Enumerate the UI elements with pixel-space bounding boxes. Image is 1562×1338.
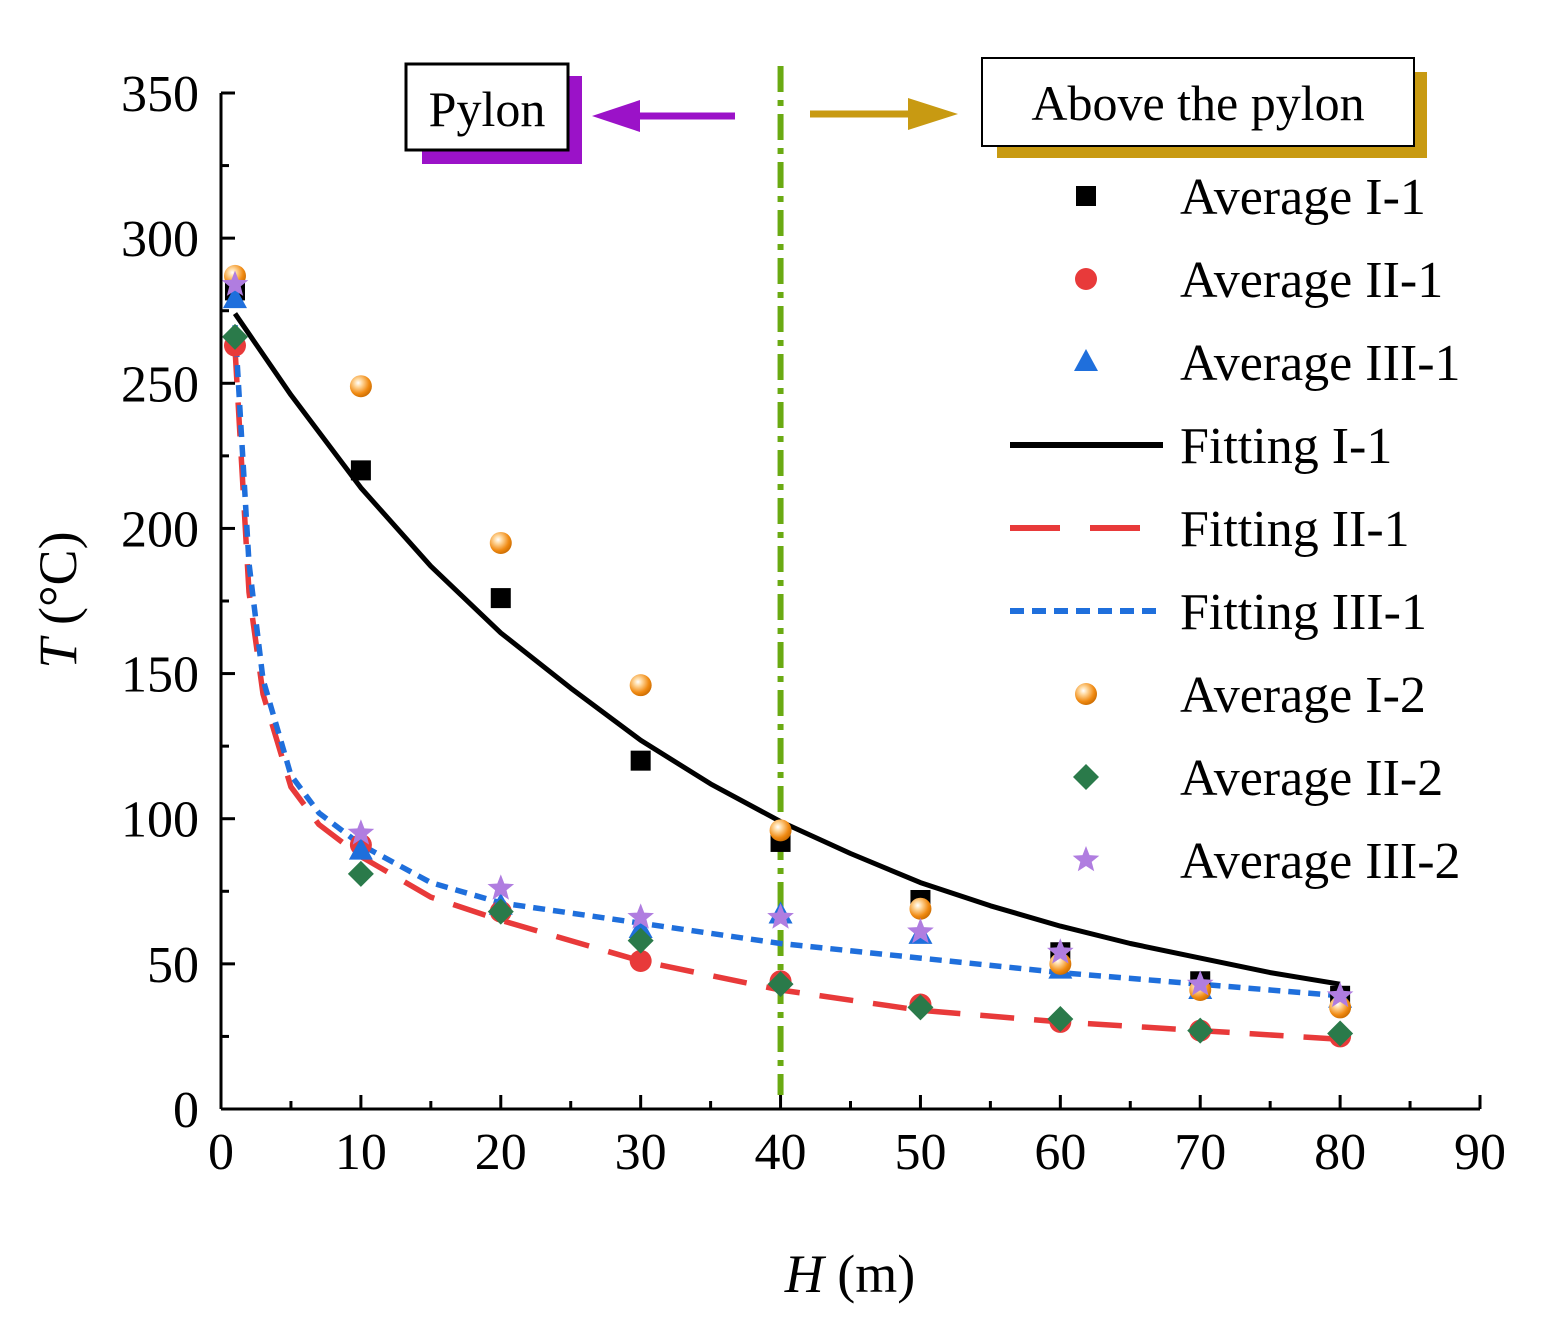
x-tick-label: 50 — [894, 1124, 946, 1181]
x-tick-label: 90 — [1454, 1124, 1506, 1181]
x-tick-label: 70 — [1174, 1124, 1226, 1181]
x-tick-label: 0 — [208, 1124, 234, 1181]
x-tick-label: 60 — [1034, 1124, 1086, 1181]
data-point-average-iii-2 — [1047, 938, 1074, 964]
data-point-average-i-2 — [489, 531, 512, 554]
series-line-fitting-iii-1 — [232, 325, 1341, 999]
series-average-ii-2 — [221, 323, 1354, 1047]
data-point-average-ii-2 — [627, 927, 654, 954]
legend-item-average-i-2: Average I-2 — [1075, 667, 1426, 724]
series-average-iii-1 — [222, 286, 1353, 1008]
y-tick-label: 200 — [121, 501, 199, 558]
data-point-average-ii-2 — [221, 323, 248, 350]
legend-label: Average I-1 — [1180, 169, 1426, 226]
data-point-average-iii-2 — [1326, 981, 1354, 1008]
data-point-average-i-2 — [769, 819, 792, 842]
data-point-average-iii-1 — [628, 916, 653, 939]
x-tick-label: 40 — [755, 1124, 807, 1181]
legend-swatch-average-ii-1 — [1075, 268, 1097, 290]
series-line-fitting-ii-1 — [232, 348, 1341, 1043]
x-tick-label: 80 — [1314, 1124, 1366, 1181]
legend-label: Average III-2 — [1180, 833, 1461, 890]
legend-item-fitting-ii-1: Fitting II-1 — [1010, 501, 1410, 558]
y-tick-label: 300 — [121, 211, 199, 268]
data-point-average-ii-2 — [767, 971, 794, 998]
data-point-average-iii-2 — [221, 270, 249, 296]
legend-label: Fitting I-1 — [1180, 418, 1392, 475]
legend-item-fitting-iii-1: Fitting III-1 — [1010, 584, 1427, 641]
legend-item-average-ii-1: Average II-1 — [1075, 252, 1443, 309]
y-axis-title: T (°C) — [28, 531, 88, 668]
annotation-above: Above the pylon — [810, 57, 1427, 158]
data-point-average-ii-2 — [487, 898, 514, 925]
data-point-average-i-2 — [909, 897, 932, 920]
annotation-pylon-text: Pylon — [429, 81, 546, 137]
y-tick-label: 250 — [121, 356, 199, 413]
data-point-average-iii-2 — [767, 903, 794, 929]
legend-label: Average II-2 — [1180, 750, 1443, 807]
data-point-average-iii-2 — [627, 903, 654, 929]
legend-item-average-iii-1: Average III-1 — [1074, 335, 1461, 392]
x-axis-title: H (m) — [784, 1244, 915, 1304]
data-point-average-ii-1 — [629, 949, 652, 972]
legend: Average I-1 Average II-1 Average III-1 Fitt… — [1010, 169, 1461, 890]
legend-label: Fitting III-1 — [1180, 584, 1427, 641]
data-point-average-i-2 — [629, 674, 652, 697]
legend-label: Average I-2 — [1180, 667, 1426, 724]
legend-label: Fitting II-1 — [1180, 501, 1410, 558]
legend-item-fitting-i-1: Fitting I-1 — [1010, 418, 1392, 475]
legend-item-average-iii-2: Average III-2 — [1072, 833, 1461, 890]
data-point-average-ii-2 — [347, 860, 374, 887]
y-tick-label: 100 — [121, 792, 199, 849]
data-point-average-ii-2 — [1327, 1020, 1354, 1047]
y-tick-label: 50 — [147, 937, 199, 994]
legend-label: Average III-1 — [1180, 335, 1461, 392]
arrow-left-head-icon — [592, 100, 640, 132]
y-tick-label: 350 — [121, 66, 199, 123]
legend-item-average-i-1: Average I-1 — [1076, 169, 1426, 226]
x-tick-label: 10 — [335, 1124, 387, 1181]
y-tick-label: 0 — [173, 1082, 199, 1139]
legend-swatch-average-i-1 — [1076, 186, 1096, 206]
legend-item-average-ii-2: Average II-2 — [1073, 750, 1443, 807]
data-point-average-iii-2 — [907, 917, 934, 944]
annotation-pylon: Pylon — [404, 62, 735, 164]
data-point-average-ii-2 — [907, 994, 934, 1021]
annotation-pylon-box — [404, 62, 570, 152]
x-tick-label: 30 — [615, 1124, 667, 1181]
data-point-average-iii-1 — [222, 286, 247, 309]
annotation-above-text: Above the pylon — [1031, 75, 1364, 131]
legend-swatch-average-i-2 — [1075, 683, 1097, 705]
data-point-average-ii-2 — [1187, 1017, 1214, 1044]
legend-swatch-average-iii-1 — [1074, 349, 1098, 371]
x-tick-label: 20 — [475, 1124, 527, 1181]
data-point-average-i-1 — [350, 460, 371, 481]
data-point-average-iii-2 — [347, 819, 375, 845]
legend-label: Average II-1 — [1180, 252, 1443, 309]
series-line-fitting-i-1 — [232, 312, 1341, 987]
data-point-average-i-1 — [490, 588, 511, 609]
data-point-average-iii-2 — [1186, 970, 1214, 996]
legend-swatch-average-iii-2 — [1072, 846, 1100, 872]
data-point-average-iii-2 — [487, 874, 515, 900]
annotation-above-box — [981, 57, 1415, 147]
data-point-average-ii-2 — [1047, 1006, 1074, 1033]
data-point-average-iii-1 — [348, 837, 373, 860]
data-point-average-i-1 — [630, 750, 651, 771]
arrow-right-head-icon — [908, 98, 958, 130]
y-tick-label: 150 — [121, 647, 199, 704]
data-point-average-i-2 — [349, 375, 372, 398]
series-average-iii-2 — [221, 270, 1354, 1008]
legend-swatch-average-ii-2 — [1073, 764, 1099, 790]
